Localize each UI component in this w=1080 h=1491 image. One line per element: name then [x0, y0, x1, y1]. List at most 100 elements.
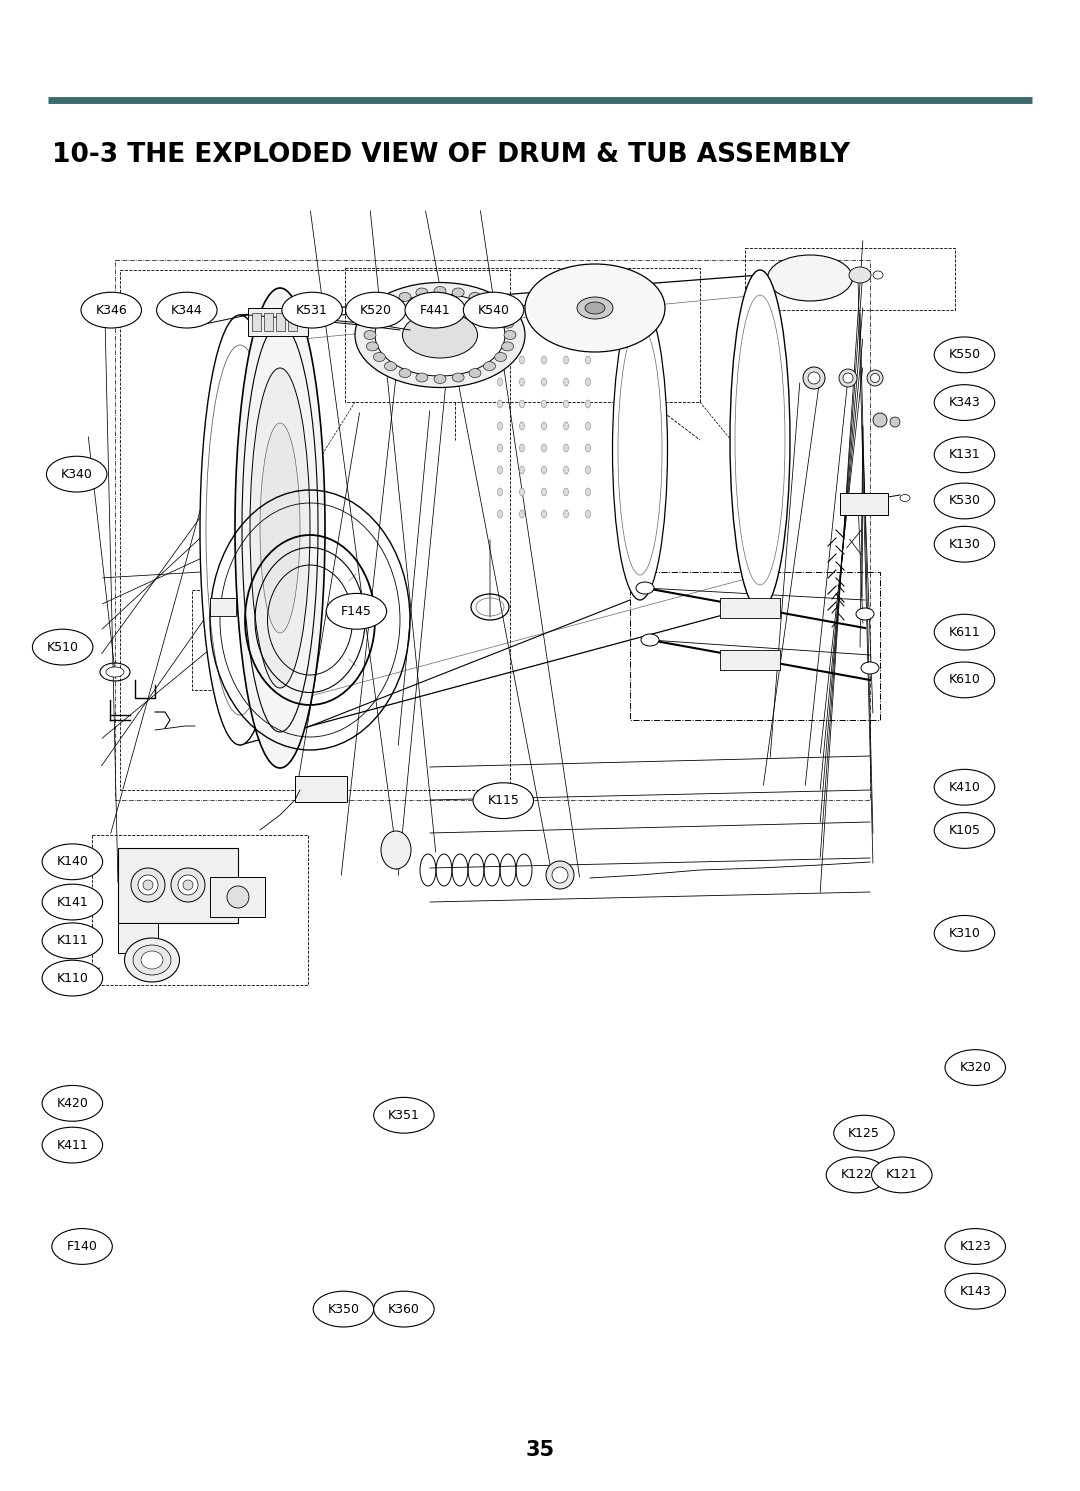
Bar	[840, 494, 888, 514]
Ellipse shape	[374, 352, 386, 361]
Ellipse shape	[282, 292, 342, 328]
Ellipse shape	[585, 303, 605, 315]
Text: K122: K122	[840, 1169, 873, 1181]
Text: F145: F145	[341, 605, 372, 617]
Text: K531: K531	[296, 304, 328, 316]
Ellipse shape	[463, 292, 524, 328]
Text: F140: F140	[67, 1241, 97, 1252]
Ellipse shape	[235, 288, 325, 768]
Ellipse shape	[541, 510, 546, 517]
Ellipse shape	[585, 422, 591, 429]
Text: K520: K520	[360, 304, 392, 316]
Ellipse shape	[873, 271, 883, 279]
Ellipse shape	[564, 467, 568, 474]
Ellipse shape	[498, 379, 502, 386]
Ellipse shape	[366, 319, 378, 328]
Ellipse shape	[374, 1097, 434, 1133]
Text: K410: K410	[948, 781, 981, 793]
Ellipse shape	[403, 312, 477, 358]
Ellipse shape	[32, 629, 93, 665]
Ellipse shape	[856, 608, 874, 620]
Ellipse shape	[900, 495, 910, 501]
Ellipse shape	[636, 581, 654, 593]
Ellipse shape	[945, 1229, 1005, 1264]
Ellipse shape	[178, 875, 198, 895]
Text: K320: K320	[959, 1062, 991, 1074]
Ellipse shape	[585, 510, 591, 517]
Text: K510: K510	[46, 641, 79, 653]
Ellipse shape	[839, 368, 858, 388]
Text: K131: K131	[948, 449, 981, 461]
Ellipse shape	[934, 614, 995, 650]
Ellipse shape	[495, 352, 507, 361]
Ellipse shape	[355, 282, 525, 388]
Ellipse shape	[260, 423, 300, 634]
Text: K420: K420	[56, 1097, 89, 1109]
Text: K130: K130	[948, 538, 981, 550]
Ellipse shape	[434, 374, 446, 383]
Text: K340: K340	[60, 468, 93, 480]
Text: K140: K140	[56, 856, 89, 868]
Text: K411: K411	[56, 1139, 89, 1151]
Ellipse shape	[564, 379, 568, 386]
Ellipse shape	[585, 444, 591, 452]
Ellipse shape	[564, 400, 568, 409]
Ellipse shape	[131, 868, 165, 902]
Bar	[720, 598, 780, 617]
Ellipse shape	[552, 866, 568, 883]
Ellipse shape	[42, 1127, 103, 1163]
Ellipse shape	[498, 444, 502, 452]
Ellipse shape	[498, 488, 502, 497]
Ellipse shape	[42, 923, 103, 959]
Ellipse shape	[416, 373, 428, 382]
Text: K530: K530	[948, 495, 981, 507]
Ellipse shape	[945, 1050, 1005, 1085]
Ellipse shape	[934, 437, 995, 473]
Text: K550: K550	[948, 349, 981, 361]
Ellipse shape	[42, 844, 103, 880]
Ellipse shape	[834, 1115, 894, 1151]
Text: 10-3 THE EXPLODED VIEW OF DRUM & TUB ASSEMBLY: 10-3 THE EXPLODED VIEW OF DRUM & TUB ASS…	[52, 142, 850, 168]
Text: K105: K105	[948, 825, 981, 836]
Ellipse shape	[498, 400, 502, 409]
Ellipse shape	[42, 1085, 103, 1121]
Ellipse shape	[585, 400, 591, 409]
Text: K344: K344	[171, 304, 203, 316]
Bar	[210, 598, 237, 616]
Ellipse shape	[106, 666, 124, 677]
Ellipse shape	[498, 356, 502, 364]
Ellipse shape	[934, 813, 995, 848]
Text: K123: K123	[959, 1241, 991, 1252]
Ellipse shape	[934, 662, 995, 698]
Ellipse shape	[768, 255, 852, 301]
Ellipse shape	[585, 356, 591, 364]
Ellipse shape	[541, 379, 546, 386]
Ellipse shape	[546, 860, 573, 889]
Ellipse shape	[501, 319, 514, 328]
Ellipse shape	[473, 783, 534, 819]
Ellipse shape	[249, 368, 310, 687]
Text: K310: K310	[948, 927, 981, 939]
Ellipse shape	[484, 300, 496, 309]
Ellipse shape	[564, 444, 568, 452]
Ellipse shape	[364, 331, 376, 340]
Ellipse shape	[873, 413, 887, 426]
Ellipse shape	[519, 488, 525, 497]
Ellipse shape	[484, 362, 496, 371]
Bar	[295, 775, 347, 802]
Bar	[264, 313, 273, 331]
Text: K610: K610	[948, 674, 981, 686]
Ellipse shape	[519, 467, 525, 474]
Ellipse shape	[519, 510, 525, 517]
Ellipse shape	[498, 510, 502, 517]
Ellipse shape	[384, 362, 396, 371]
Ellipse shape	[945, 1273, 1005, 1309]
Ellipse shape	[843, 373, 853, 383]
Ellipse shape	[399, 368, 411, 377]
Ellipse shape	[504, 331, 516, 340]
Bar	[252, 313, 261, 331]
Ellipse shape	[519, 379, 525, 386]
Text: K115: K115	[487, 795, 519, 807]
Bar	[118, 923, 158, 953]
Ellipse shape	[519, 422, 525, 429]
